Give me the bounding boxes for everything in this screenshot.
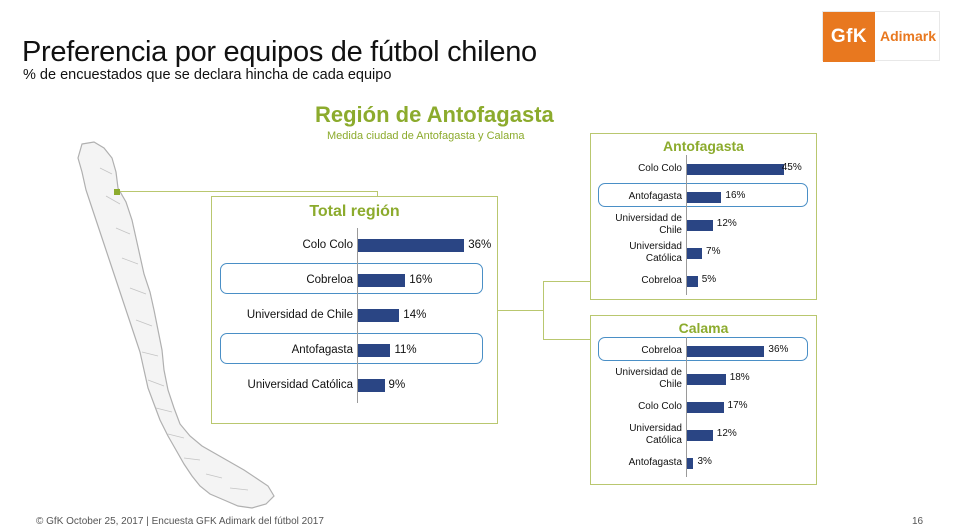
category-label: Antofagasta [628,457,682,468]
bar-colo-colo [358,239,465,252]
bar-universidad-catolica [687,247,703,259]
panel-calama: Calama Cobreloa 36% Universidad de Chile 18… [590,315,817,485]
category-label: Colo Colo [638,163,682,174]
bar-universidad-de-chile [687,373,726,385]
category-label: Universidad Católica [629,423,682,446]
bar-antofagasta [687,191,722,203]
chile-map-icon [77,141,275,509]
bar-cobreloa [687,345,765,357]
bar-antofagasta [687,457,694,469]
category-axis-line [686,337,687,477]
antofagasta-map-marker [114,189,120,195]
footer-text: © GfK October 25, 2017 | Encuesta GFK Ad… [36,516,324,527]
category-label: Cobreloa [641,275,682,286]
page-subtitle: % de encuestados que se declara hincha d… [23,67,392,83]
bar-cobreloa [687,275,698,287]
bar-universidad-de-chile [358,309,400,322]
panel-total-region: Total región Colo Colo 36% Cobreloa 16% Univ… [211,196,498,424]
connector-cities-vertical [543,281,544,340]
category-label: Cobreloa [306,274,353,286]
connector-to-calama [543,339,590,340]
highlight-cobreloa [220,263,483,294]
gfk-logo-mark: GfK [823,12,875,62]
highlight-antofagasta [598,183,808,207]
category-label: Universidad de Chile [615,367,682,390]
value-label-colo-colo: 45% [781,162,802,173]
category-axis-line [686,155,687,295]
value-label-universidad-de-chile: 14% [403,308,427,321]
value-label-universidad-de-chile: 12% [716,218,737,229]
highlight-antofagasta [220,333,483,364]
category-label: Universidad de Chile [615,213,682,236]
value-label-cobreloa: 16% [409,273,433,286]
bar-universidad-catolica [687,429,713,441]
value-label-universidad-catolica: 7% [706,246,721,257]
bar-cobreloa [358,274,406,287]
highlight-cobreloa [598,337,808,361]
region-subtitle: Medida ciudad de Antofagasta y Calama [327,130,525,142]
map-connector-vertical [377,191,378,199]
gfk-adimark-logo: GfK Adimark [822,11,940,62]
panel-antofagasta: Antofagasta Colo Colo 45% Antofagasta 16% Un… [590,133,817,300]
bar-universidad-catolica [358,379,385,392]
value-label-cobreloa: 36% [768,344,789,355]
value-label-universidad-catolica: 12% [716,428,737,439]
chart-title-total-region: Total región [309,203,400,220]
connector-to-antofagasta [543,281,590,282]
category-label: Universidad de Chile [246,309,353,321]
value-label-colo-colo: 36% [468,238,492,251]
category-label: Colo Colo [638,401,682,412]
category-axis-line [357,228,358,403]
chart-title-calama: Calama [678,320,729,336]
category-label: Universidad Católica [247,379,353,391]
category-label: Antofagasta [628,191,682,202]
value-label-universidad-de-chile: 18% [729,372,750,383]
category-label: Cobreloa [641,345,682,356]
map-connector-horizontal [120,191,378,192]
value-label-antofagasta: 16% [725,190,746,201]
bar-antofagasta [358,344,391,357]
value-label-colo-colo: 17% [727,400,748,411]
value-label-cobreloa: 5% [701,274,717,285]
category-label: Antofagasta [291,344,353,356]
region-title: Región de Antofagasta [315,102,554,127]
value-label-antofagasta: 3% [697,456,712,467]
page-number: 16 [912,516,924,527]
chart-title-antofagasta: Antofagasta [663,138,744,154]
connector-total-to-cities [498,310,544,311]
bar-colo-colo [687,401,724,413]
category-label: Universidad Católica [629,241,682,264]
page-title: Preferencia por equipos de fútbol chilen… [22,36,537,68]
category-label: Colo Colo [302,239,354,251]
adimark-logo-text: Adimark [880,28,937,44]
bar-colo-colo [687,163,784,175]
bar-universidad-de-chile [687,219,713,231]
value-label-antofagasta: 11% [394,343,417,356]
value-label-universidad-catolica: 9% [388,378,406,391]
